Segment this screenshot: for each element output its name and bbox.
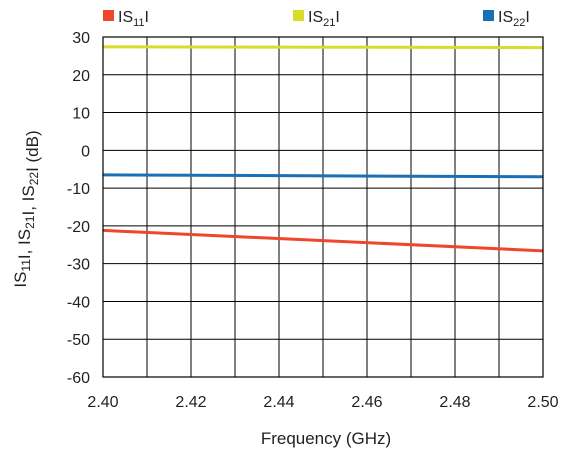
y-tick-label: -10 — [67, 181, 90, 198]
y-tick-label: -40 — [67, 294, 90, 311]
y-tick-label: -60 — [67, 370, 90, 387]
legend: IS11I IS21I IS22I — [103, 9, 530, 29]
legend-label: IS21I — [308, 9, 340, 29]
y-tick-label: 20 — [72, 68, 90, 85]
y-tick-labels: 30 20 10 0 -10 -20 -30 -40 -50 -60 — [67, 30, 90, 387]
x-tick-label: 2.40 — [87, 394, 118, 411]
y-tick-label: -20 — [67, 219, 90, 236]
y-tick-label: -30 — [67, 257, 90, 274]
series-line-22 — [102, 173, 544, 179]
grid — [102, 36, 544, 378]
legend-item-22: IS22I — [483, 9, 530, 29]
legend-swatch — [103, 10, 114, 21]
x-tick-label: 2.42 — [175, 394, 206, 411]
x-tick-labels: 2.40 2.42 2.44 2.46 2.48 2.50 — [87, 394, 558, 411]
y-tick-label: -50 — [67, 332, 90, 349]
series-lines — [102, 45, 544, 253]
legend-item-21: IS21I — [293, 9, 340, 29]
legend-swatch — [483, 10, 494, 21]
y-tick-label: 10 — [72, 106, 90, 123]
legend-swatch — [293, 10, 304, 21]
x-tick-label: 2.48 — [439, 394, 470, 411]
legend-item-11: IS11I — [103, 9, 149, 29]
legend-label: IS11I — [118, 9, 149, 29]
y-tick-label: 30 — [72, 30, 90, 47]
x-axis-title: Frequency (GHz) — [261, 429, 391, 448]
plot-frame — [102, 36, 544, 378]
x-tick-label: 2.50 — [527, 394, 558, 411]
y-tick-label: 0 — [81, 143, 90, 160]
x-tick-label: 2.44 — [263, 394, 294, 411]
series-line-11 — [102, 228, 544, 253]
y-axis-title: IS11I, IS21I, IS22I (dB) — [11, 130, 42, 287]
x-tick-label: 2.46 — [351, 394, 382, 411]
legend-label: IS22I — [498, 9, 530, 29]
series-line-21 — [102, 45, 544, 50]
